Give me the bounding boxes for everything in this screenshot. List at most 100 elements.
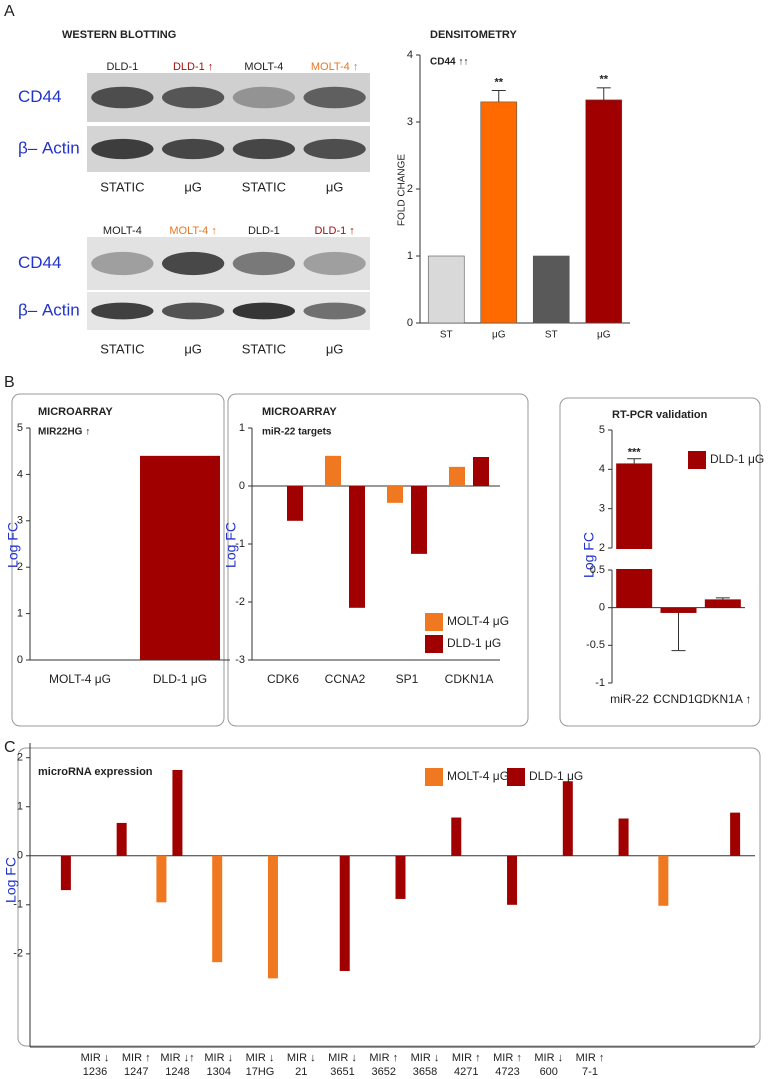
blot-band (161, 302, 225, 320)
lane-label: DLD-1 (248, 225, 280, 237)
y-tick-label: 2 (17, 561, 23, 573)
legend-swatch (688, 451, 706, 469)
blot-band (303, 86, 366, 109)
x-tick-label: MOLT-4 μG (49, 672, 111, 686)
x-tick-label: 1247 (124, 1066, 148, 1078)
x-tick-label: ST (545, 330, 558, 341)
bar (267, 855, 278, 979)
blot-band (161, 86, 225, 109)
y-tick-label: -0.5 (586, 639, 605, 651)
bar (339, 855, 350, 971)
significance: ** (494, 76, 503, 88)
y-tick-label: 0 (17, 850, 23, 862)
x-tick-label: MIR ↓ (246, 1052, 275, 1064)
bar (212, 855, 223, 963)
bar (349, 486, 365, 608)
condition-label: μG (184, 341, 202, 356)
blot-band (232, 138, 296, 160)
x-tick-label: MIR ↑ (452, 1052, 481, 1064)
bar (116, 822, 127, 856)
bar (473, 457, 489, 486)
x-tick-label: MIR ↓ (81, 1052, 110, 1064)
y-tick-label: 2 (599, 542, 605, 554)
condition-label: μG (326, 179, 344, 194)
row-label: CD44 (18, 87, 61, 106)
bar (585, 99, 623, 324)
axis-break-gap (606, 549, 745, 569)
x-tick-label: CDK6 (267, 672, 299, 686)
bar (480, 101, 518, 324)
bar (60, 855, 71, 891)
x-tick-label: MIR ↑ (493, 1052, 522, 1064)
x-tick-label: μG (492, 330, 506, 341)
y-tick-label: 3 (407, 116, 413, 128)
bar (156, 855, 167, 903)
panel-box (559, 397, 761, 727)
chart-subtitle: CD44 ↑↑ (430, 57, 468, 68)
x-tick-label: MIR ↓↑ (160, 1052, 194, 1064)
blot-band (232, 86, 296, 109)
chart-title: RT-PCR validation (612, 409, 708, 421)
condition-label: STATIC (242, 341, 286, 356)
blot-band (91, 251, 154, 276)
y-tick-label: -2 (13, 948, 23, 960)
x-tick-label: 3658 (413, 1066, 437, 1078)
blot-band (91, 86, 154, 109)
x-tick-label: μG (597, 330, 611, 341)
bar (172, 769, 183, 856)
lane-label: MOLT-4 (244, 61, 283, 73)
x-tick-label: MIR ↓ (411, 1052, 440, 1064)
blot-strip (87, 237, 370, 290)
y-tick-label: 4 (599, 463, 605, 475)
blot-band (232, 251, 296, 276)
bar (618, 818, 629, 856)
condition-label: STATIC (242, 179, 286, 194)
x-tick-label: 7-1 (582, 1066, 598, 1078)
chart-title: DENSITOMETRY (430, 29, 517, 41)
panel-box (17, 747, 761, 1047)
chart-title: MICROARRAY (262, 406, 337, 418)
legend-label: DLD-1 μG (447, 636, 501, 650)
blot-band (232, 302, 296, 320)
y-tick-label: 1 (17, 608, 23, 620)
bar (507, 855, 518, 905)
bar (411, 486, 427, 554)
condition-label: μG (326, 341, 344, 356)
chart-title: microRNA expression (38, 766, 153, 778)
x-tick-label: 600 (540, 1066, 558, 1078)
chart-title: MICROARRAY (38, 406, 113, 418)
legend-swatch (425, 768, 443, 786)
bar (730, 812, 741, 856)
significance: *** (628, 447, 642, 459)
x-tick-label: MIR ↑ (369, 1052, 398, 1064)
bar (427, 255, 465, 324)
row-label: β– Actin (18, 300, 80, 319)
condition-label: STATIC (100, 341, 144, 356)
y-tick-label: -1 (595, 677, 605, 689)
y-tick-label: 0 (599, 602, 605, 614)
legend-label: DLD-1 μG (529, 769, 583, 783)
chart-subtitle: MIR22HG ↑ (38, 427, 90, 438)
blot-band (161, 251, 225, 276)
lane-label: DLD-1 ↑ (173, 61, 213, 73)
bar (532, 255, 570, 324)
panel-label: B (4, 374, 15, 391)
y-axis-label: Log FC (581, 532, 597, 578)
x-tick-label: ST (440, 330, 453, 341)
y-tick-label: 0 (17, 654, 23, 666)
bar (325, 455, 341, 486)
x-tick-label: 17HG (246, 1066, 275, 1078)
lane-label: MOLT-4 (103, 225, 142, 237)
x-tick-label: DLD-1 μG (153, 672, 207, 686)
blot-band (91, 302, 154, 320)
legend-label: MOLT-4 μG (447, 614, 509, 628)
condition-label: μG (184, 179, 202, 194)
y-tick-label: 0 (407, 317, 413, 329)
x-tick-label: 21 (295, 1066, 307, 1078)
bar (140, 455, 220, 660)
bar (660, 607, 697, 613)
x-tick-label: 1304 (207, 1066, 231, 1078)
x-tick-label: MIR ↓ (534, 1052, 563, 1064)
y-axis-label: Log FC (3, 857, 19, 903)
